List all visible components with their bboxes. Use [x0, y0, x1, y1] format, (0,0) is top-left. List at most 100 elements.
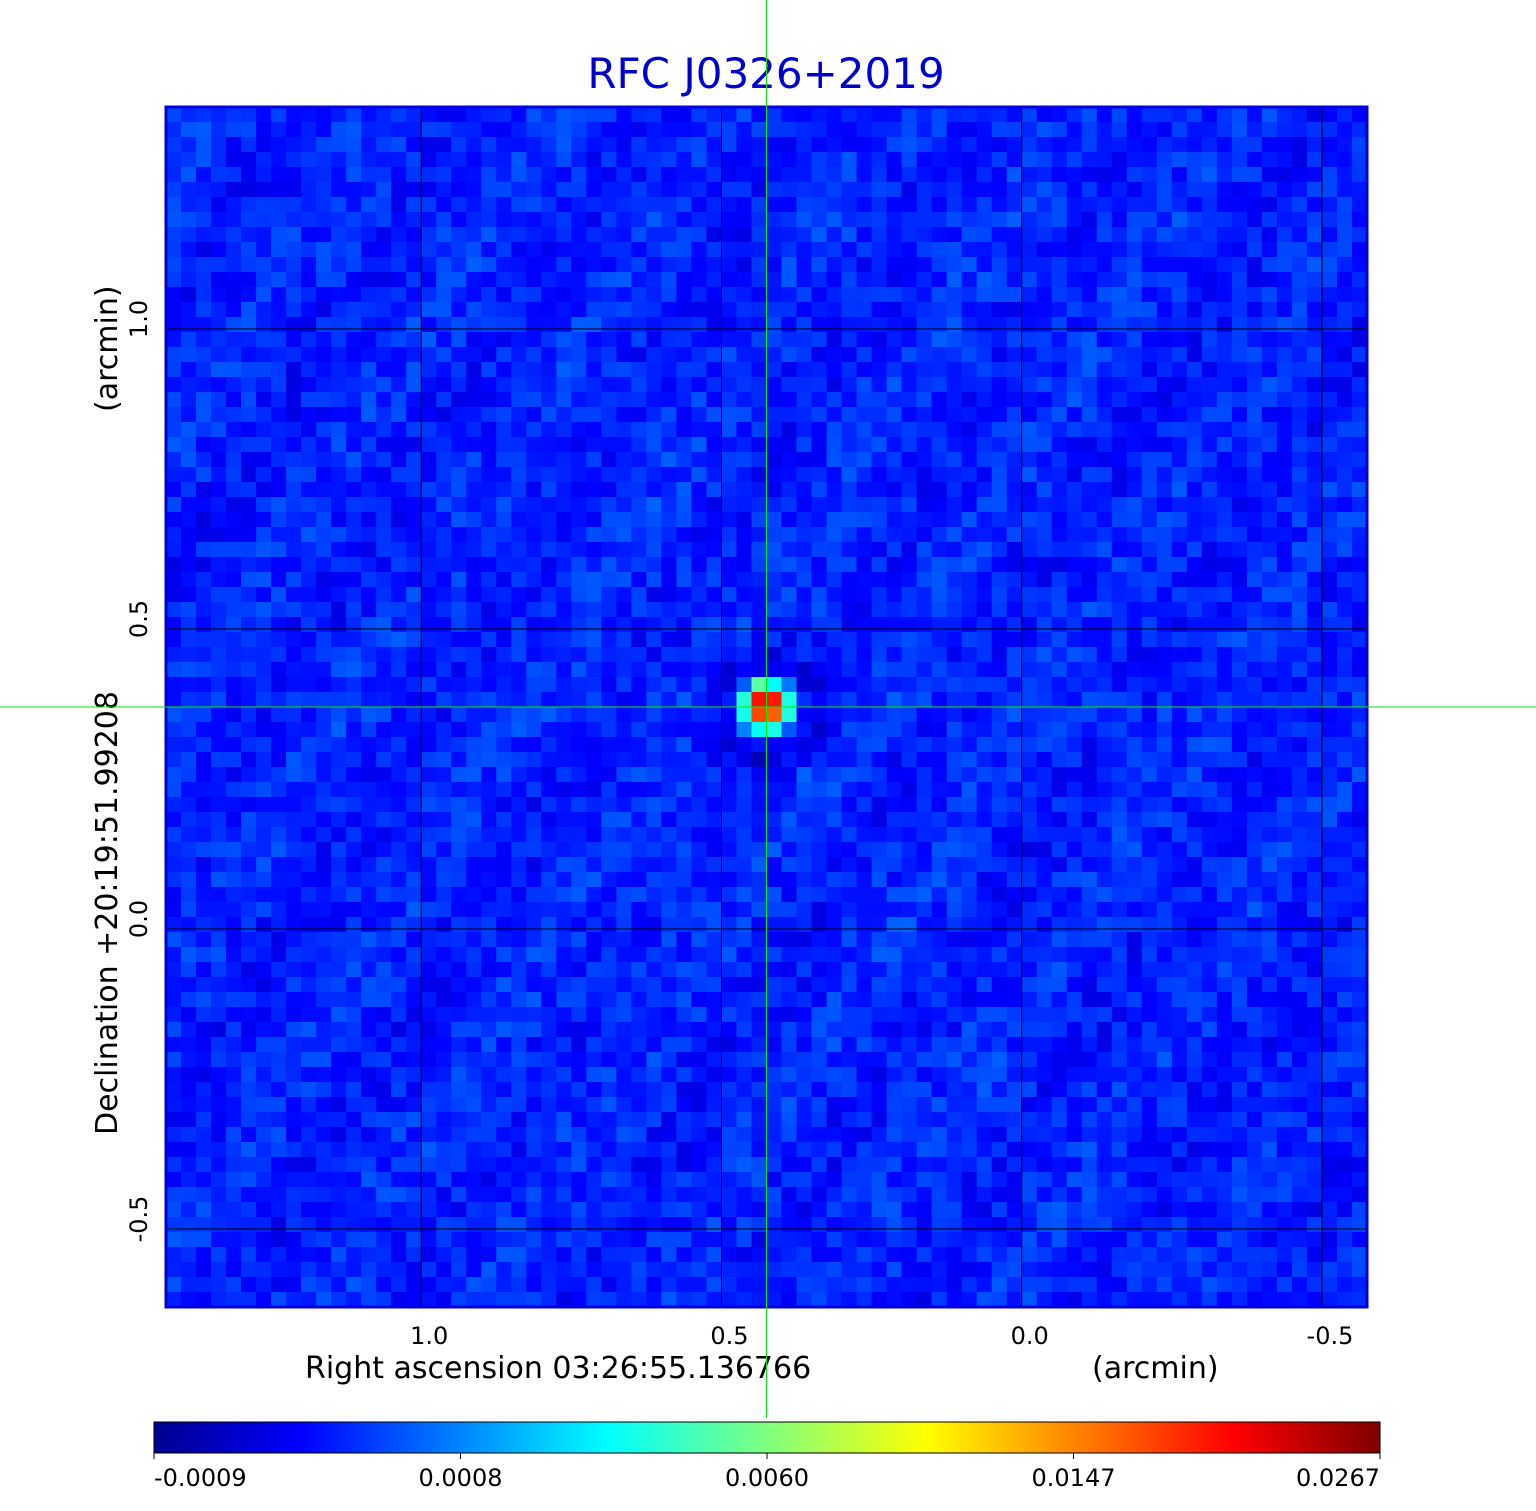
heatmap-cell [1081, 557, 1098, 573]
heatmap-cell [1141, 692, 1158, 708]
heatmap-cell [646, 1007, 663, 1023]
heatmap-cell [661, 932, 678, 948]
heatmap-cell [301, 137, 317, 153]
heatmap-cell [301, 152, 317, 168]
heatmap-cell [1276, 677, 1293, 693]
heatmap-cell [886, 917, 903, 933]
heatmap-cell [601, 287, 617, 303]
heatmap-cell [946, 617, 963, 633]
heatmap-cell [1006, 242, 1023, 258]
heatmap-cell [1231, 842, 1248, 858]
heatmap-cell [286, 152, 302, 168]
heatmap-cell [436, 707, 452, 723]
heatmap-cell [1051, 917, 1068, 933]
heatmap-cell [1006, 707, 1023, 723]
heatmap-cell [676, 377, 693, 393]
heatmap-cell [616, 512, 632, 528]
heatmap-cell [841, 272, 858, 288]
heatmap-cell [1201, 107, 1218, 123]
heatmap-cell [346, 422, 362, 438]
heatmap-cell [1276, 992, 1293, 1008]
heatmap-cell [541, 767, 557, 783]
heatmap-cell [466, 257, 482, 273]
heatmap-cell [721, 167, 738, 183]
heatmap-cell [886, 197, 903, 213]
heatmap-cell [1081, 782, 1098, 798]
heatmap-cell [361, 317, 377, 333]
heatmap-cell [316, 1022, 332, 1038]
heatmap-cell [181, 722, 197, 738]
heatmap-cell [976, 917, 993, 933]
heatmap-cell [181, 107, 197, 123]
heatmap-cell [406, 992, 422, 1008]
heatmap-cell [916, 542, 933, 558]
heatmap-cell [1276, 617, 1293, 633]
heatmap-cell [916, 347, 933, 363]
heatmap-cell [421, 272, 437, 288]
heatmap-cell [946, 602, 963, 618]
heatmap-cell [511, 377, 527, 393]
heatmap-cell [181, 602, 197, 618]
heatmap-cell [346, 467, 362, 483]
heatmap-cell [751, 512, 768, 528]
heatmap-cell [796, 467, 813, 483]
heatmap-cell [1141, 137, 1158, 153]
heatmap-cell [946, 767, 963, 783]
heatmap-cell [916, 872, 933, 888]
heatmap-cell [616, 887, 632, 903]
heatmap-cell [1111, 167, 1128, 183]
heatmap-cell [301, 872, 317, 888]
heatmap-cell [796, 107, 813, 123]
heatmap-cell [616, 992, 632, 1008]
heatmap-cell [1111, 542, 1128, 558]
heatmap-cell [1306, 422, 1323, 438]
heatmap-cell [571, 377, 587, 393]
heatmap-cell [766, 1007, 783, 1023]
heatmap-cell [301, 917, 317, 933]
heatmap-cell [196, 437, 212, 453]
heatmap-cell [301, 467, 317, 483]
heatmap-cell [391, 977, 407, 993]
heatmap-cell [931, 707, 948, 723]
heatmap-cell [1306, 617, 1323, 633]
heatmap-cell [991, 452, 1008, 468]
heatmap-cell [736, 512, 753, 528]
heatmap-cell [541, 542, 557, 558]
heatmap-cell [916, 227, 933, 243]
heatmap-cell [886, 647, 903, 663]
heatmap-cell [421, 512, 437, 528]
heatmap-cell [976, 512, 993, 528]
heatmap-cell [406, 647, 422, 663]
heatmap-cell [571, 827, 587, 843]
heatmap-cell [601, 722, 617, 738]
heatmap-cell [556, 362, 572, 378]
heatmap-cell [361, 812, 377, 828]
heatmap-cell [1246, 677, 1263, 693]
heatmap-cell [166, 137, 182, 153]
heatmap-cell [841, 527, 858, 543]
heatmap-cell [661, 377, 678, 393]
heatmap-cell [706, 797, 723, 813]
heatmap-cell [556, 977, 572, 993]
heatmap-cell [736, 182, 753, 198]
heatmap-cell [1201, 362, 1218, 378]
heatmap-cell [736, 842, 753, 858]
heatmap-cell [646, 122, 663, 138]
heatmap-cell [1336, 842, 1353, 858]
heatmap-cell [1261, 542, 1278, 558]
heatmap-cell [1126, 887, 1143, 903]
heatmap-cell [586, 107, 602, 123]
heatmap-cell [586, 572, 602, 588]
heatmap-cell [661, 557, 678, 573]
heatmap-cell [631, 872, 647, 888]
heatmap-cell [1081, 452, 1098, 468]
heatmap-cell [1156, 932, 1173, 948]
heatmap-cell [1021, 992, 1038, 1008]
heatmap-cell [616, 527, 632, 543]
heatmap-cell [541, 212, 557, 228]
heatmap-cell [1276, 827, 1293, 843]
heatmap-cell [181, 287, 197, 303]
heatmap-cell [376, 542, 392, 558]
heatmap-cell [526, 632, 542, 648]
heatmap-cell [1351, 317, 1368, 333]
